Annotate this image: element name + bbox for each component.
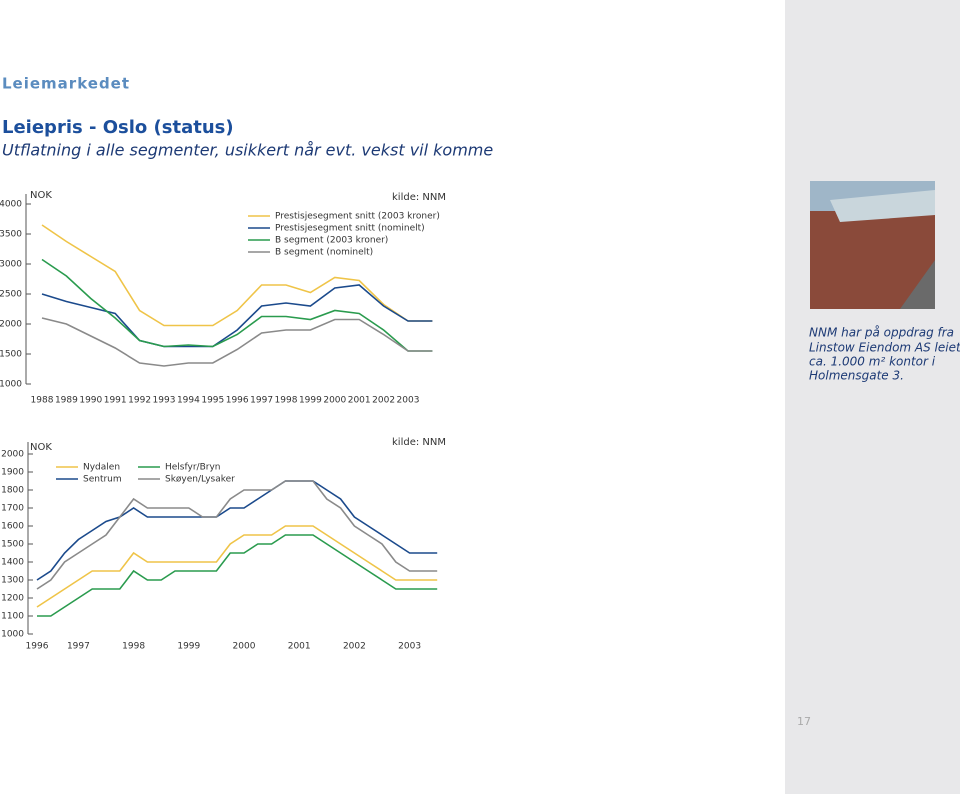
legend-label: Nydalen [83, 463, 120, 473]
caption-line: Holmensgate 3. [809, 369, 904, 383]
x-tick-label: 2001 [348, 396, 371, 406]
y-tick-label: 1600 [1, 522, 24, 532]
series-line [36, 480, 438, 581]
legend-label: B segment (nominelt) [275, 248, 373, 258]
x-tick-label: 1990 [79, 396, 102, 406]
y-tick-label: 1000 [0, 380, 22, 390]
photo [810, 181, 935, 309]
unit-label: NOK [30, 190, 52, 201]
series-line [36, 525, 438, 608]
x-tick-label: 1997 [250, 396, 273, 406]
legend-label: Prestisjesegment snitt (2003 kroner) [275, 212, 440, 222]
page-number: 17 [797, 715, 811, 728]
y-tick-label: 2000 [0, 320, 22, 330]
caption-line: Linstow Eiendom AS leiet ut [809, 341, 960, 355]
y-tick-label: 1300 [1, 576, 24, 586]
x-tick-label: 1993 [153, 396, 176, 406]
x-tick-label: 1989 [55, 396, 78, 406]
x-tick-label: 1995 [201, 396, 224, 406]
x-tick-label: 1999 [299, 396, 322, 406]
legend-label: B segment (2003 kroner) [275, 236, 388, 246]
x-tick-label: 1991 [104, 396, 127, 406]
y-tick-label: 1000 [1, 630, 24, 640]
x-tick-label: 2002 [372, 396, 395, 406]
y-tick-label: 1100 [1, 612, 24, 622]
source-label: kilde: NNM [392, 437, 446, 448]
y-tick-label: 1400 [1, 558, 24, 568]
x-tick-label: 2003 [397, 396, 420, 406]
x-tick-label: 2003 [398, 642, 421, 652]
x-tick-label: 1988 [31, 396, 54, 406]
caption-line: ca. 1.000 m² kontor i [809, 355, 936, 369]
x-tick-label: 2001 [288, 642, 311, 652]
source-label: kilde: NNM [392, 192, 446, 203]
unit-label: NOK [30, 442, 52, 453]
x-tick-label: 1997 [67, 642, 90, 652]
y-tick-label: 1800 [1, 486, 24, 496]
y-tick-label: 2000 [1, 450, 24, 460]
y-tick-label: 3500 [0, 230, 22, 240]
y-tick-label: 3000 [0, 260, 22, 270]
x-tick-label: 2000 [323, 396, 346, 406]
series-line [37, 534, 438, 617]
side-panel [785, 0, 960, 794]
y-tick-label: 1500 [0, 350, 22, 360]
page-subtitle: Utflatning i alle segmenter, usikkert nå… [2, 141, 493, 160]
legend-label: Sentrum [83, 475, 122, 485]
section-title: Leiemarkedet [2, 75, 130, 93]
x-tick-label: 1996 [226, 396, 249, 406]
series-line [36, 480, 438, 590]
series-line [41, 317, 433, 367]
legend-label: Prestisjesegment snitt (nominelt) [275, 224, 425, 234]
x-tick-label: 2002 [343, 642, 366, 652]
y-tick-label: 1700 [1, 504, 24, 514]
legend-label: Helsfyr/Bryn [165, 463, 220, 473]
legend-label: Skøyen/Lysaker [165, 475, 235, 485]
x-tick-label: 1998 [122, 642, 145, 652]
x-tick-label: 1999 [177, 642, 200, 652]
y-tick-label: 1900 [1, 468, 24, 478]
x-tick-label: 1992 [128, 396, 151, 406]
x-tick-label: 2000 [233, 642, 256, 652]
x-tick-label: 1998 [275, 396, 298, 406]
y-tick-label: 4000 [0, 200, 22, 210]
series-line [41, 224, 433, 327]
x-tick-label: 1996 [26, 642, 49, 652]
y-tick-label: 2500 [0, 290, 22, 300]
x-tick-label: 1994 [177, 396, 200, 406]
y-tick-label: 1500 [1, 540, 24, 550]
caption-line: NNM har på oppdrag fra [809, 326, 954, 340]
y-tick-label: 1200 [1, 594, 24, 604]
page-title: Leiepris - Oslo (status) [2, 117, 234, 138]
series-line [41, 258, 433, 352]
